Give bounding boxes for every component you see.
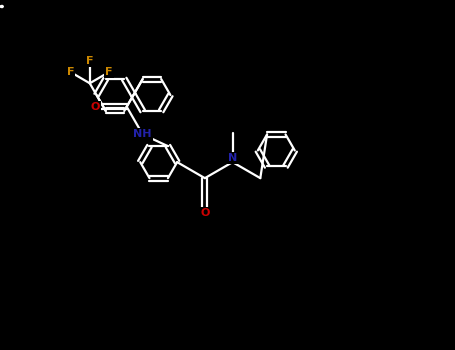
Text: NH: NH bbox=[133, 130, 152, 139]
Text: O: O bbox=[91, 102, 100, 112]
Text: F: F bbox=[86, 56, 94, 66]
Text: N: N bbox=[228, 153, 237, 163]
Text: F: F bbox=[67, 67, 74, 77]
Text: F: F bbox=[105, 67, 113, 77]
Text: O: O bbox=[200, 208, 210, 218]
